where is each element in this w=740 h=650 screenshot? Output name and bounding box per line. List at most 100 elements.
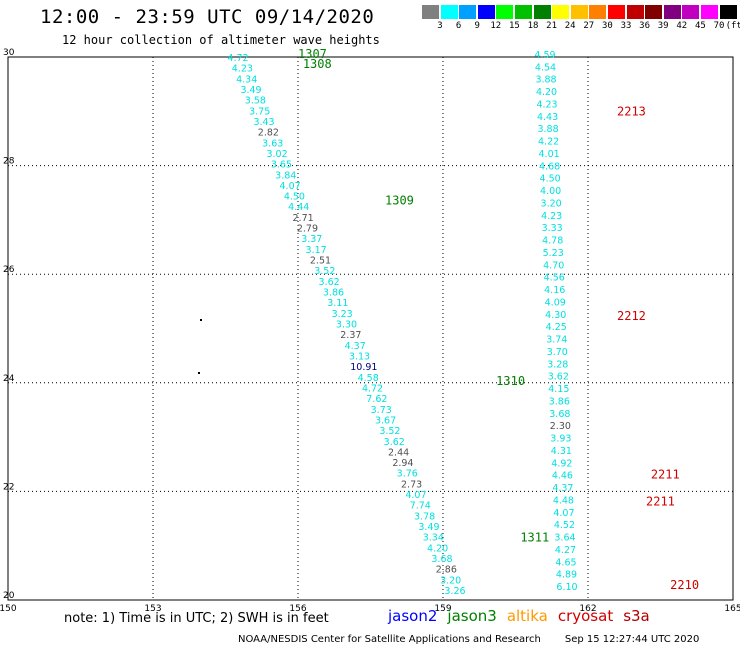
legend-label: 12 (490, 21, 502, 31)
lat-tick-label: 22 (3, 482, 14, 492)
lon-tick-label: 159 (434, 604, 451, 614)
wave-height-value: 3.68 (549, 409, 570, 420)
pass-time-label: 2213 (617, 105, 646, 119)
satellite-name: cryosat (557, 607, 614, 625)
legend-unit: (ft) (725, 21, 740, 31)
wave-height-value: 4.23 (536, 99, 557, 110)
pass-time-label: 1308 (303, 57, 332, 71)
satellite-name: jason3 (447, 607, 497, 625)
wave-height-value: 4.22 (538, 137, 559, 148)
wave-height-value: 3.65 (271, 160, 292, 171)
wave-height-value: 4.25 (546, 322, 567, 333)
wave-height-value: 3.67 (375, 415, 396, 426)
wave-height-value: 4.44 (288, 202, 309, 213)
legend-label: 45 (694, 21, 706, 31)
legend-swatch (663, 5, 681, 19)
wave-height-value: 4.01 (539, 149, 560, 160)
map-frame (7, 56, 734, 601)
wave-height-value: 3.13 (349, 351, 370, 362)
wave-height-value: 4.37 (552, 483, 573, 494)
wave-height-value: 4.56 (544, 273, 565, 284)
lon-tick-label: 165 (724, 604, 740, 614)
wave-height-value: 2.86 (436, 565, 457, 576)
legend-label: 15 (508, 21, 520, 31)
wave-height-value: 10.91 (350, 362, 377, 373)
wave-height-value: 4.50 (284, 192, 305, 203)
wave-height-value: 3.49 (418, 522, 439, 533)
wave-height-value: 3.33 (542, 223, 563, 234)
wave-height-value: 3.88 (535, 75, 556, 86)
wave-height-value: 3.11 (327, 298, 348, 309)
wave-height-value: 7.74 (410, 501, 431, 512)
wave-height-value: 2.44 (388, 447, 409, 458)
lat-tick-label: 28 (3, 157, 15, 167)
legend-swatch (589, 5, 607, 19)
legend-label: 3 (437, 21, 443, 31)
wave-height-value: 4.78 (542, 236, 563, 247)
wave-height-value: 3.52 (379, 426, 400, 437)
wave-height-value: 4.43 (537, 112, 558, 123)
wave-height-value: 3.88 (537, 124, 558, 135)
legend-swatch (701, 5, 718, 19)
pass-time-label: 2211 (646, 495, 675, 509)
legend-label: 6 (455, 21, 462, 31)
jason3-track: 4.724.234.343.493.583.753.432.823.633.02… (227, 53, 465, 597)
lat-tick-label: 20 (3, 591, 15, 601)
pass-time-label: 2212 (617, 309, 646, 323)
wave-height-value: 4.70 (543, 260, 564, 271)
wave-height-value: 4.07 (280, 181, 301, 192)
wave-height-value: 4.00 (540, 186, 561, 197)
wave-height-value: 3.49 (240, 85, 261, 96)
wave-height-value: 3.84 (275, 170, 296, 181)
lon-tick-label: 150 (0, 604, 17, 614)
satellite-name: s3a (623, 607, 650, 625)
legend-swatch (570, 5, 588, 19)
wave-height-value: 4.58 (358, 373, 379, 384)
wave-height-value: 3.86 (549, 396, 570, 407)
wave-height-value: 4.20 (427, 543, 448, 554)
wave-height-value: 3.64 (554, 533, 575, 544)
satellite-name: altika (506, 607, 548, 625)
wave-height-value: 3.34 (423, 533, 444, 544)
wave-height-value: 4.92 (551, 458, 572, 469)
wave-height-value: 3.52 (314, 266, 335, 277)
wave-height-value: 3.37 (301, 234, 322, 245)
wave-height-value: 3.20 (440, 575, 461, 586)
legend-swatch (459, 5, 477, 19)
wave-height-value: 3.23 (332, 309, 353, 320)
wave-height-value: 3.58 (245, 96, 266, 107)
wave-height-value: 3.62 (384, 437, 405, 448)
wave-height-value: 4.07 (553, 508, 574, 519)
wave-height-value: 4.68 (539, 161, 560, 172)
legend-swatch (515, 5, 532, 19)
wave-height-value: 3.74 (546, 335, 567, 346)
wave-height-value: 2.94 (392, 458, 413, 469)
wave-height-value: 5.23 (543, 248, 564, 259)
legend-swatch (533, 5, 551, 19)
wave-height-value: 4.34 (236, 74, 257, 85)
legend-swatch (422, 5, 439, 19)
legend-swatch (682, 5, 700, 19)
satellite-name: jason2 (388, 607, 438, 625)
wave-height-value: 4.52 (554, 520, 575, 531)
cryosat-track: 4.594.543.884.204.234.433.884.224.014.68… (534, 50, 577, 593)
wave-height-value: 4.27 (555, 545, 576, 556)
lon-tick-label: 162 (579, 604, 596, 614)
wave-height-value: 4.09 (545, 297, 566, 308)
wave-height-value: 4.30 (545, 310, 566, 321)
legend-swatch (477, 5, 495, 19)
wave-height-value: 2.37 (340, 330, 361, 341)
legend-label: 27 (583, 21, 595, 31)
wave-height-value: 3.78 (414, 511, 435, 522)
pass-time-label: 1310 (496, 374, 525, 388)
page-title: 12:00 - 23:59 UTC 09/14/2020 (40, 6, 375, 28)
island-dot (200, 319, 202, 321)
legend-label: 18 (527, 21, 539, 31)
page-subtitle: 12 hour collection of altimeter wave hei… (62, 33, 380, 47)
wave-height-value: 3.63 (262, 138, 283, 149)
legend-label: 70 (713, 21, 725, 31)
wave-height-value: 4.16 (544, 285, 565, 296)
legend-swatch (645, 5, 663, 19)
wave-height-value: 4.59 (534, 50, 555, 61)
